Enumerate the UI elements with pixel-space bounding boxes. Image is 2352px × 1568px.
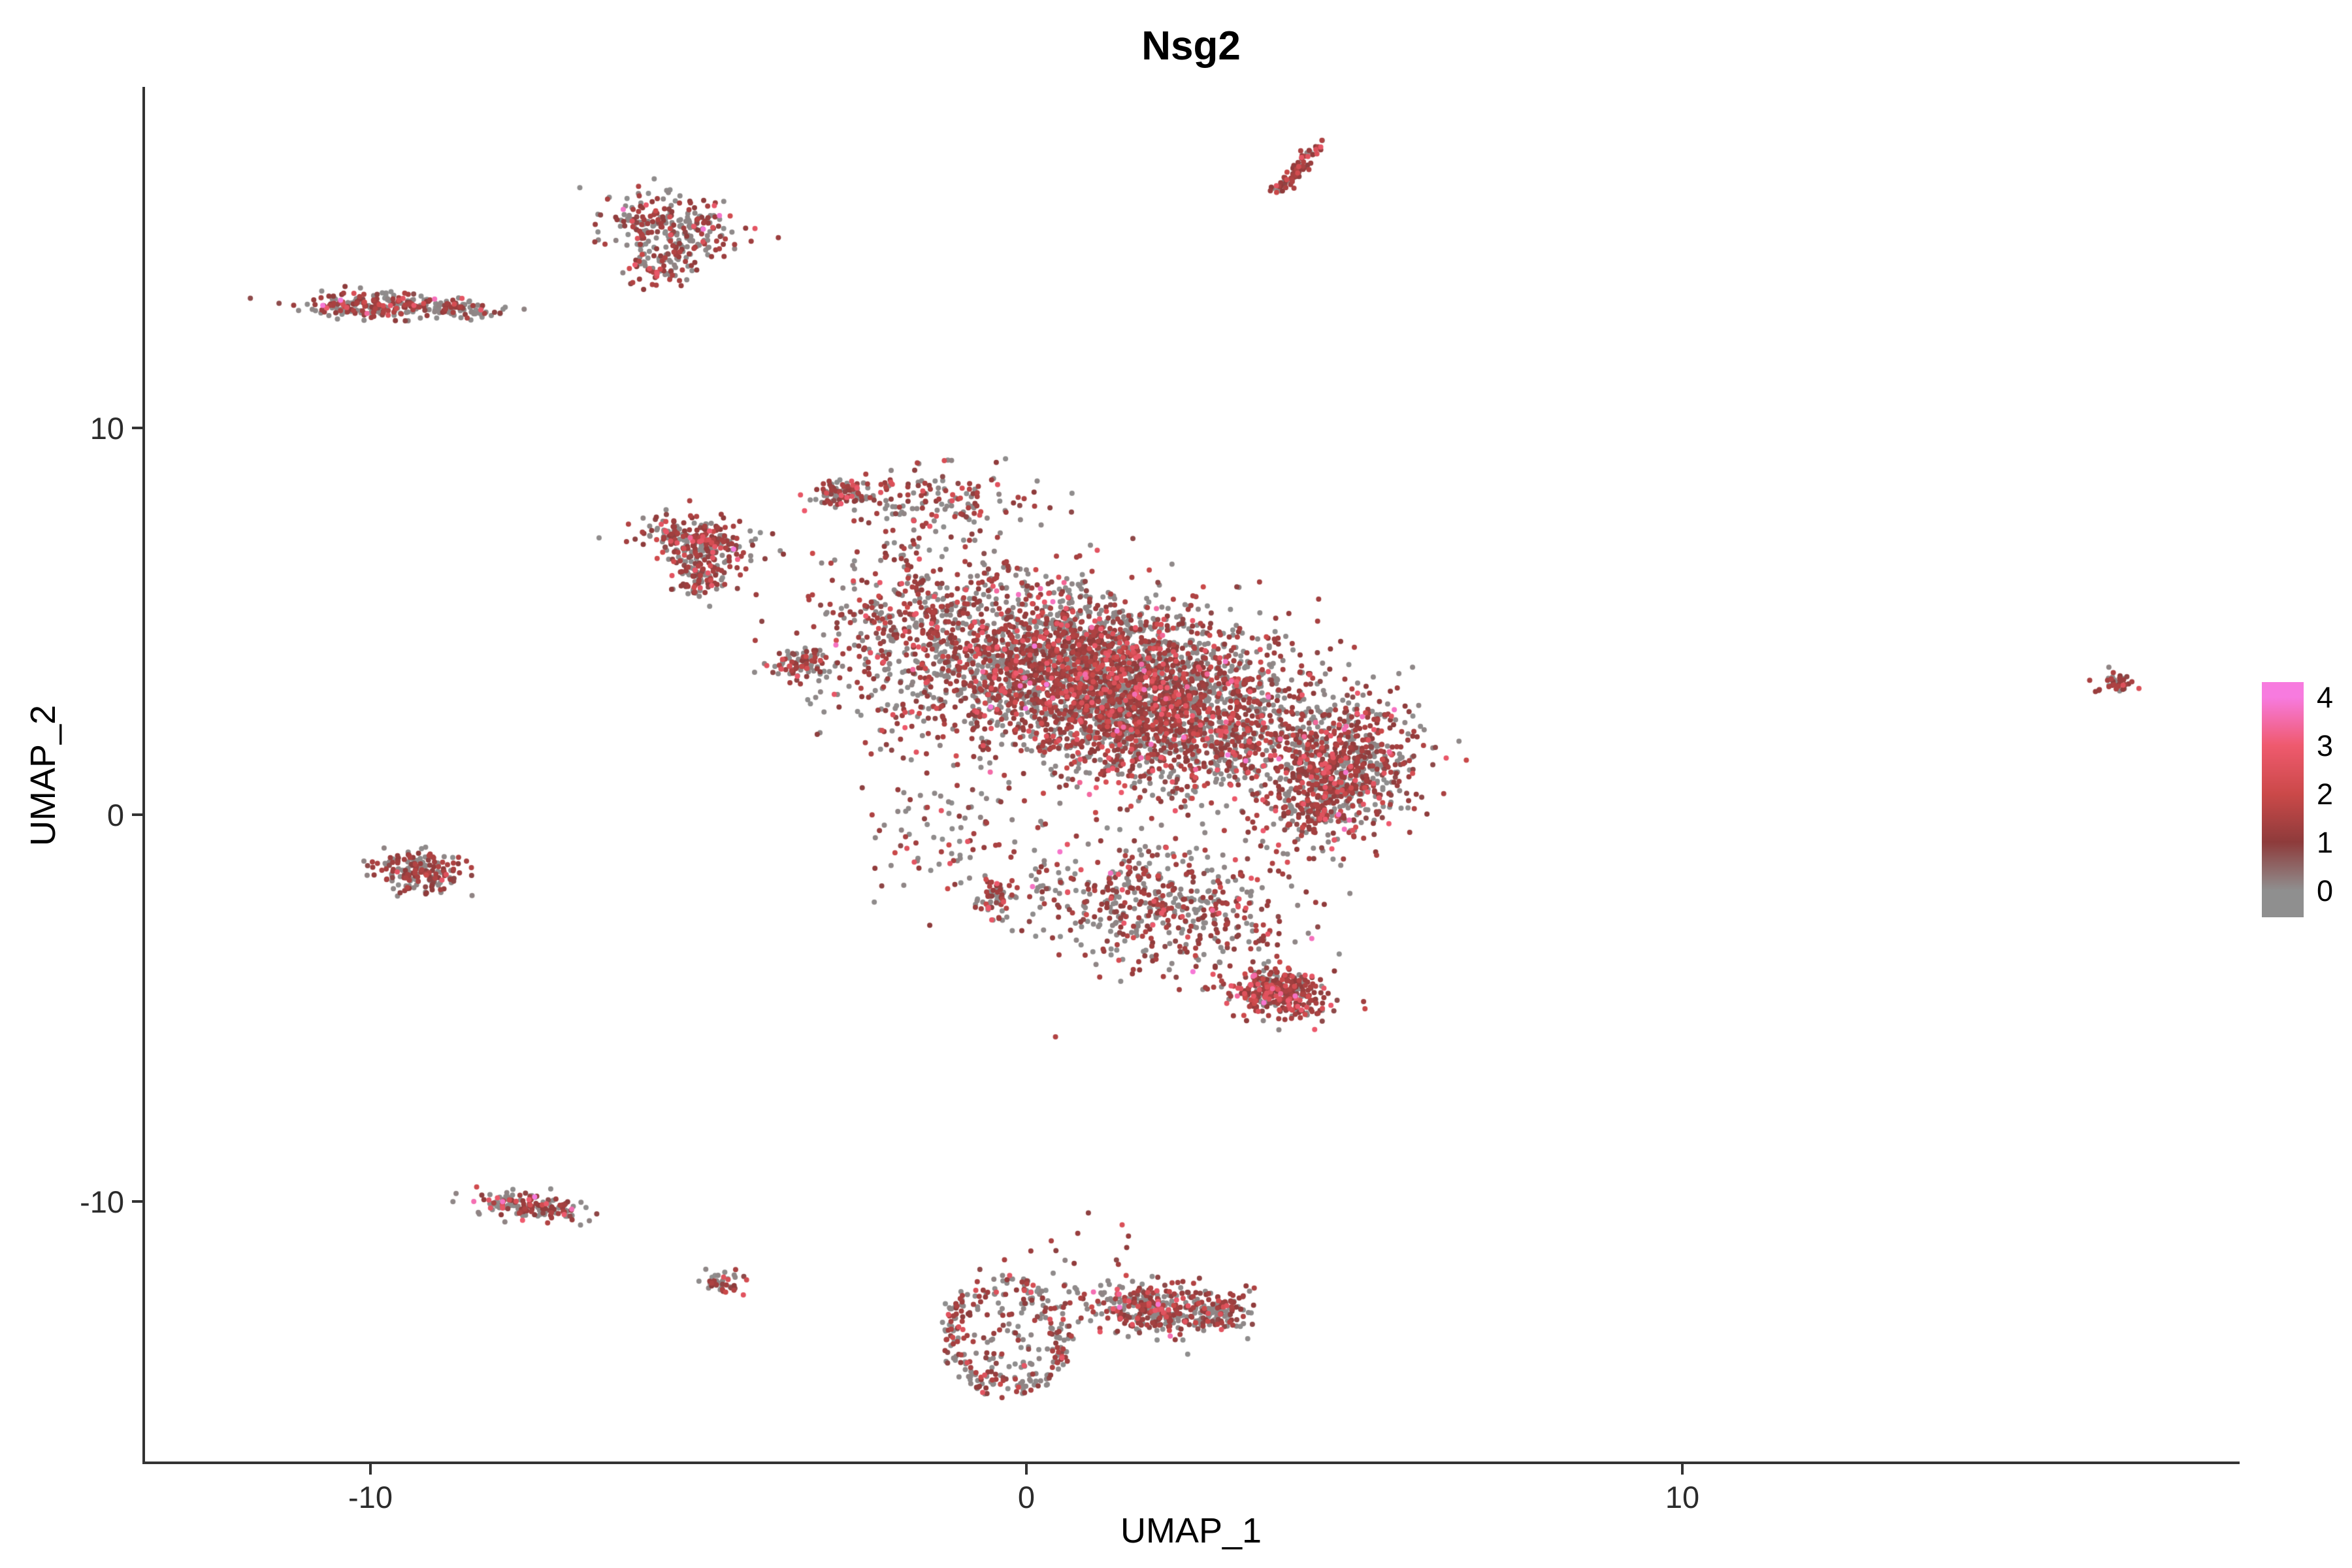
y-axis-line <box>142 87 145 1464</box>
x-tick-label: 0 <box>1017 1480 1036 1514</box>
x-tick-label: 10 <box>1665 1480 1700 1514</box>
x-tick-mark <box>369 1464 372 1475</box>
x-tick-label: -10 <box>348 1480 393 1514</box>
y-tick-label: -10 <box>80 1184 124 1219</box>
y-tick-label: 0 <box>106 798 124 832</box>
y-tick-mark <box>132 813 142 816</box>
x-axis-line <box>142 1462 2240 1464</box>
plot-title: Nsg2 <box>1141 24 1241 69</box>
x-tick-mark <box>1681 1464 1684 1475</box>
legend-label: 1 <box>2317 826 2334 859</box>
y-axis-title: UMAP_2 <box>24 704 63 847</box>
legend-gradient-bar <box>2262 682 2304 917</box>
y-tick-mark <box>132 427 142 429</box>
x-tick-mark <box>1025 1464 1028 1475</box>
legend-label: 4 <box>2317 681 2334 714</box>
legend-label: 0 <box>2317 874 2334 907</box>
scatter-points-canvas <box>144 88 2238 1462</box>
y-tick-label: 10 <box>90 411 124 446</box>
legend-label: 3 <box>2317 729 2334 762</box>
x-axis-title: UMAP_1 <box>1120 1511 1262 1550</box>
legend-label: 2 <box>2317 777 2334 811</box>
y-tick-mark <box>132 1200 142 1203</box>
